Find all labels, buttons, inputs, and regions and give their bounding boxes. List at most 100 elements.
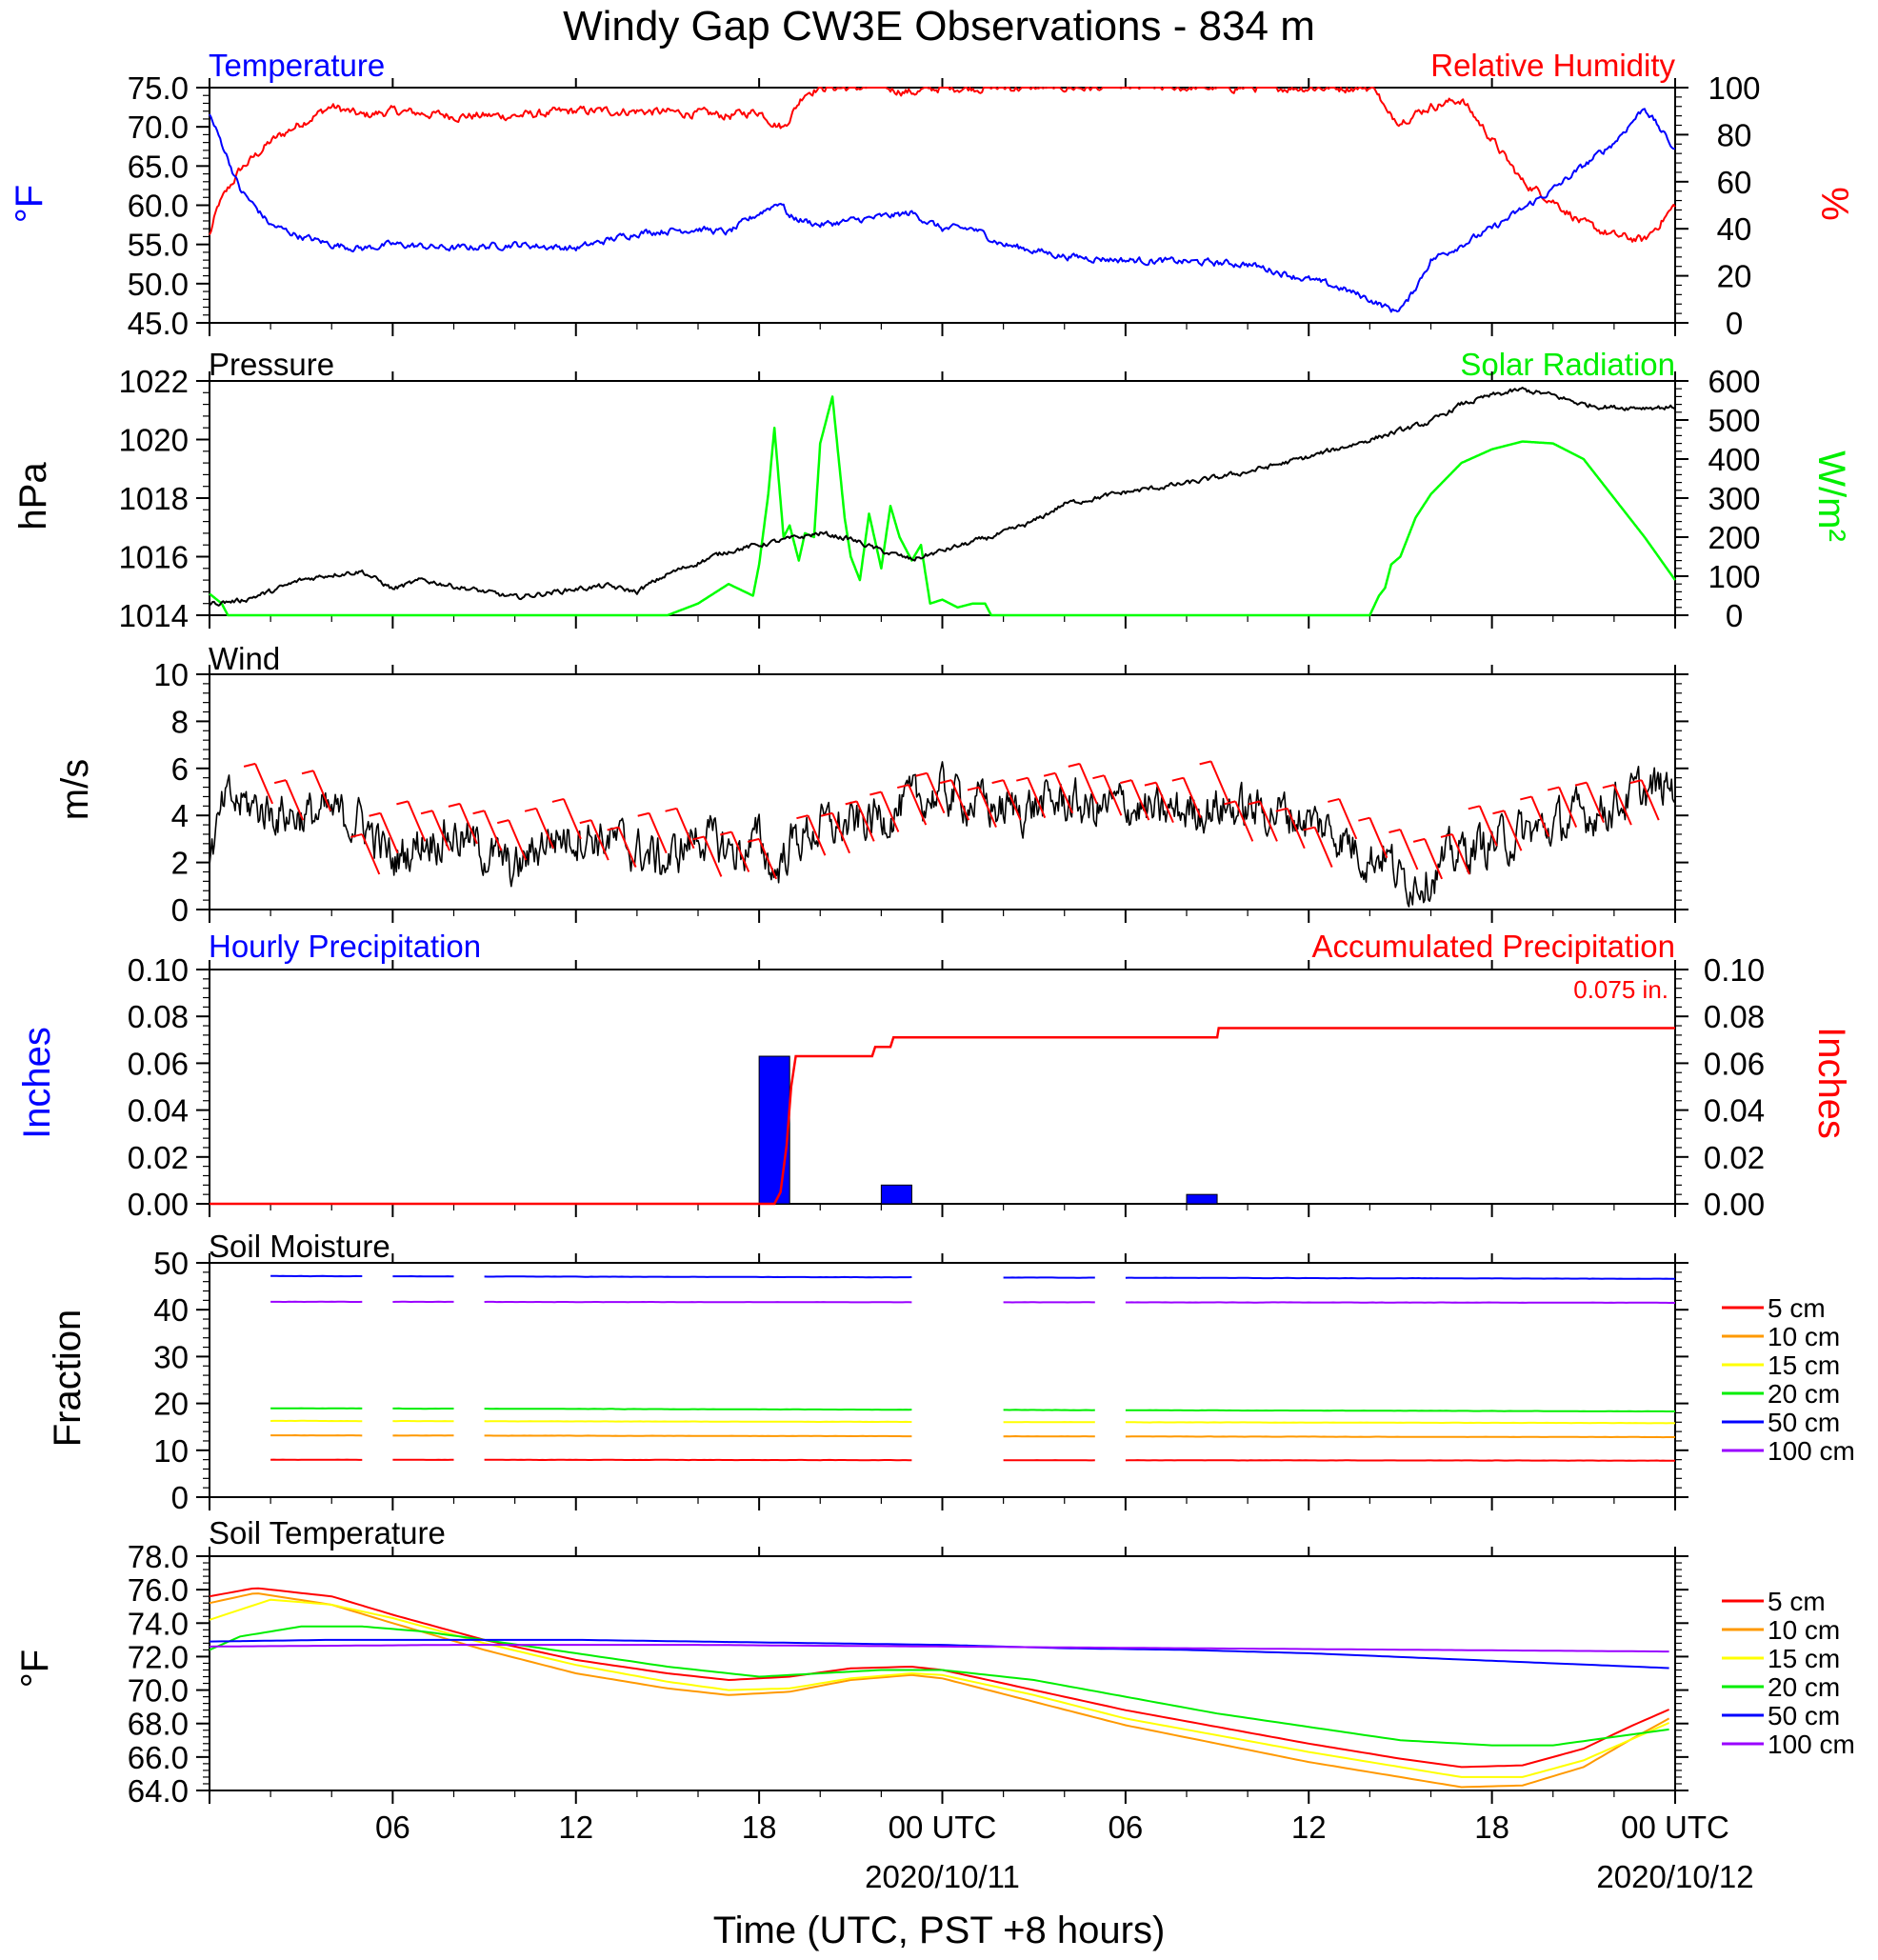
wind-barb	[880, 791, 900, 832]
soil-moisture-line	[484, 1408, 912, 1411]
panel-frame	[209, 87, 1676, 324]
wind-barb	[617, 827, 637, 868]
y-tick-label: 74.0	[128, 1606, 189, 1641]
y-tick-label: 0.00	[128, 1187, 189, 1222]
wind-barb-flag	[1120, 779, 1132, 785]
humidity-title: Relative Humidity	[1430, 48, 1675, 83]
legend-label: 15 cm	[1768, 1350, 1840, 1380]
temperature-title: Temperature	[209, 48, 385, 83]
x-tick-label: 00 UTC	[889, 1810, 997, 1845]
wind-panel: Wind m/s 0 2 4 6 8 10	[54, 641, 1688, 928]
legend-label: 50 cm	[1768, 1701, 1840, 1730]
wind-barb-flag	[350, 832, 363, 838]
wind-barb-flag	[607, 826, 619, 831]
figure-title: Windy Gap CW3E Observations - 834 m	[563, 3, 1315, 50]
panel-frame	[209, 1262, 1676, 1498]
legend-label: 5 cm	[1768, 1293, 1826, 1323]
x-tick-label: 12	[558, 1810, 593, 1845]
soil-temperature-line	[209, 1592, 1670, 1789]
wind-barb	[431, 810, 450, 851]
soil-moisture-line	[1125, 1421, 1676, 1425]
y-tick-label: 0.08	[128, 999, 189, 1034]
wind-barb	[703, 836, 723, 877]
wind-barb-flag	[896, 784, 909, 790]
accumulated-precip-line	[210, 1027, 1675, 1206]
wind-barb	[950, 779, 970, 821]
wind-barb	[458, 803, 478, 845]
y2-tick-label: 0.02	[1704, 1140, 1765, 1175]
wind-barb-flag	[420, 810, 433, 815]
legend-label: 100 cm	[1768, 1436, 1855, 1466]
wind-barb-flag	[1224, 800, 1236, 806]
soil-moisture-line	[1125, 1409, 1676, 1412]
y2-tick-label: 0	[1726, 598, 1743, 633]
y-tick-label: 0.06	[128, 1046, 189, 1081]
wind-barb-flag	[1171, 776, 1185, 782]
wind-barb-flag	[243, 762, 256, 768]
y-tick-label: 1018	[119, 481, 189, 516]
wind-barb	[1612, 784, 1632, 826]
wind-barb	[361, 833, 381, 875]
wind-barb-flag	[1275, 807, 1289, 812]
soil-moisture-title: Soil Moisture	[209, 1229, 390, 1264]
wind-barb	[1424, 838, 1444, 880]
wind-barb	[1209, 760, 1229, 802]
temperature-axis-label: °F	[9, 185, 50, 223]
wind-barb-flag	[796, 814, 809, 820]
accum-precip-title: Accumulated Precipitation	[1311, 929, 1675, 964]
wind-barb-flag	[396, 800, 409, 806]
x-tick-label: 06	[375, 1810, 410, 1845]
y-tick-label: 0.04	[128, 1093, 189, 1129]
y2-tick-label: 400	[1708, 442, 1760, 477]
wind-barb-flag	[579, 819, 592, 825]
y-tick-label: 40	[153, 1292, 189, 1328]
y-tick-label: 20	[153, 1387, 189, 1422]
wind-barb	[1451, 833, 1470, 875]
wind-barb-flag	[448, 802, 461, 808]
wind-speed-line	[209, 761, 1676, 908]
panel-frame	[209, 969, 1676, 1205]
x-tick-label: 06	[1109, 1810, 1144, 1845]
wind-barb-flag	[1358, 816, 1370, 822]
y-tick-label: 2	[171, 846, 189, 881]
accum-total-annotation: 0.075 in.	[1573, 975, 1668, 1004]
soil-temperature-line	[209, 1625, 1669, 1747]
wind-barb	[1027, 777, 1047, 819]
wind-barb	[1338, 798, 1358, 840]
wind-barb-flag	[1328, 797, 1340, 803]
y2-tick-label: 500	[1708, 403, 1760, 438]
y2-tick-label: 20	[1717, 259, 1752, 294]
wind-barb-flag	[915, 771, 928, 777]
soil-moisture-line	[484, 1434, 912, 1438]
wind-barb	[589, 819, 609, 861]
x-date-label: 2020/10/12	[1596, 1859, 1753, 1894]
wind-barb-flag	[939, 779, 952, 785]
y-tick-label: 1020	[119, 423, 189, 458]
y2-tick-label: 0.08	[1704, 999, 1765, 1034]
wind-barb	[807, 814, 827, 856]
y2-tick-label: 0.00	[1704, 1187, 1765, 1222]
y2-tick-label: 100	[1708, 70, 1760, 106]
y-tick-label: 50	[153, 1246, 189, 1281]
y-tick-label: 0.02	[128, 1140, 189, 1175]
wind-title: Wind	[209, 641, 280, 676]
hourly-precip-bar	[880, 1184, 912, 1205]
y-tick-label: 1016	[119, 540, 189, 575]
y2-tick-label: 200	[1708, 520, 1760, 555]
y-tick-label: 68.0	[128, 1707, 189, 1742]
wind-barb	[855, 800, 875, 842]
solar-title: Solar Radiation	[1460, 347, 1675, 382]
wind-barb-flag	[1574, 781, 1588, 787]
wind-barb	[407, 800, 427, 842]
soil-moisture-axis-label: Fraction	[47, 1310, 89, 1448]
wind-barb-flag	[1248, 800, 1261, 806]
soil-temperature-line	[209, 1644, 1669, 1653]
wind-barb	[978, 787, 997, 828]
pressure-axis-label: hPa	[12, 462, 54, 530]
legend-label: 10 cm	[1768, 1322, 1840, 1351]
y2-tick-label: 80	[1717, 117, 1752, 152]
soil-temperature-panel: Soil Temperature °F 64.066.068.070.072.0…	[14, 1515, 1855, 1809]
wind-barb	[563, 798, 582, 840]
